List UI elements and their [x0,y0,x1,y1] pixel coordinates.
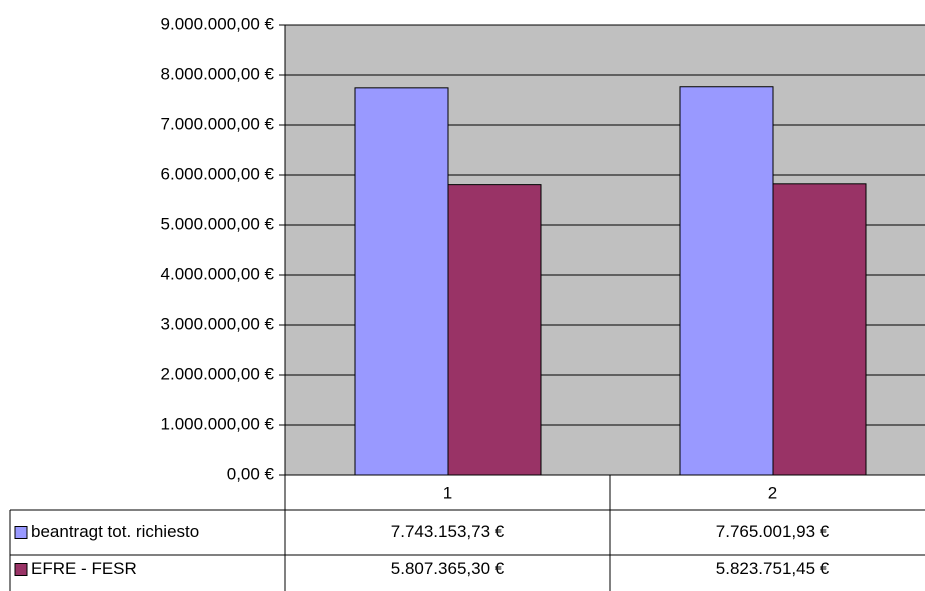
legend-label: EFRE - FESR [31,559,137,578]
legend-label: beantragt tot. richiesto [31,522,199,541]
bar [679,86,774,476]
y-tick-label: 6.000.000,00 € [161,164,275,183]
table-value: 7.765.001,93 € [716,522,830,541]
y-tick-label: 2.000.000,00 € [161,364,275,383]
legend-swatch [14,563,28,576]
y-tick-label: 9.000.000,00 € [161,14,275,33]
y-tick-label: 8.000.000,00 € [161,64,275,83]
x-tick-label: 1 [443,483,452,502]
table-value: 5.823.751,45 € [716,559,830,578]
y-tick-label: 5.000.000,00 € [161,214,275,233]
x-tick-label: 2 [768,483,777,502]
bar [772,183,867,476]
table-value: 7.743.153,73 € [391,522,505,541]
y-tick-label: 4.000.000,00 € [161,264,275,283]
y-tick-label: 3.000.000,00 € [161,314,275,333]
legend-swatch [14,526,28,539]
y-tick-label: 0,00 € [227,464,275,483]
bar [447,184,542,476]
y-tick-label: 7.000.000,00 € [161,114,275,133]
y-tick-label: 1.000.000,00 € [161,414,275,433]
table-value: 5.807.365,30 € [391,559,505,578]
bar [354,87,449,476]
